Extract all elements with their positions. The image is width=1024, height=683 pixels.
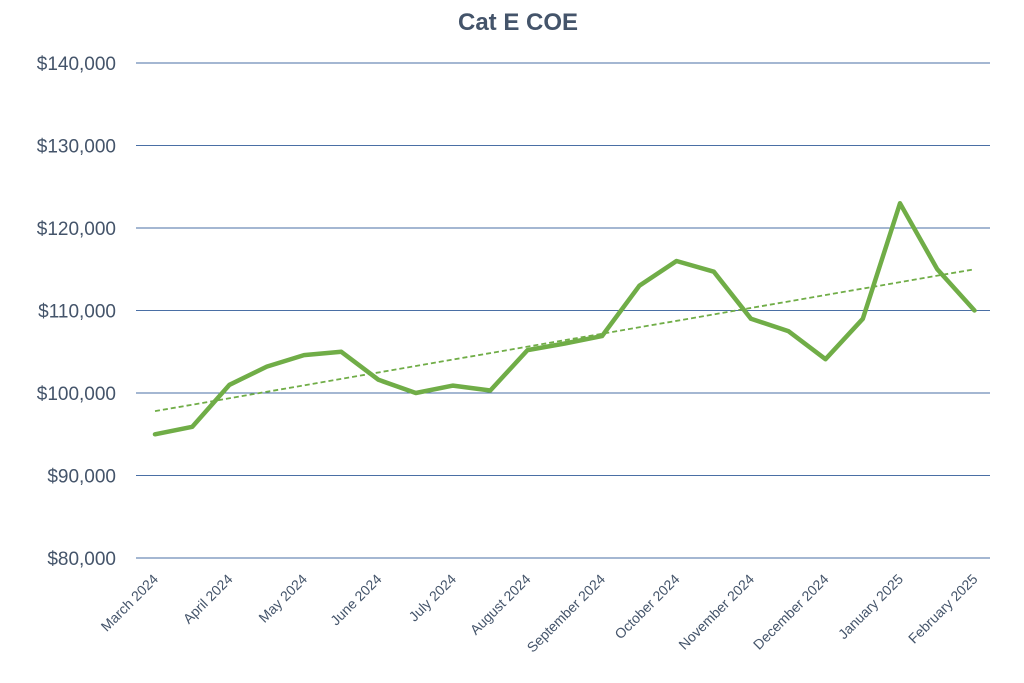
x-tick-label: February 2025: [905, 571, 981, 647]
y-tick-label: $130,000: [37, 137, 116, 158]
y-axis-ticks: $80,000 $90,000 $100,000 $110,000 $120,000 $1…: [37, 54, 116, 570]
trendline: [154, 268, 975, 413]
x-axis-ticks: March 2024 April 2024 May 2024 June 2024 Jul…: [98, 571, 981, 656]
x-tick-label: September 2024: [524, 571, 609, 656]
y-tick-label: $120,000: [37, 219, 116, 240]
x-tick-label: August 2024: [467, 571, 534, 638]
gridlines: [136, 62, 990, 559]
x-tick-label: May 2024: [255, 571, 310, 626]
x-tick-label: November 2024: [675, 571, 757, 653]
x-tick-label: March 2024: [98, 571, 162, 635]
series-line: [152, 201, 977, 437]
x-tick-label: July 2024: [405, 571, 459, 625]
y-tick-label: $90,000: [47, 467, 116, 488]
x-tick-label: June 2024: [327, 571, 385, 629]
x-tick-label: October 2024: [611, 571, 682, 642]
x-tick-label: January 2025: [835, 571, 906, 642]
series-layer: [152, 201, 977, 437]
x-tick-label: December 2024: [750, 571, 832, 653]
chart-title: Cat E COE: [458, 9, 578, 36]
y-tick-label: $140,000: [37, 54, 116, 75]
trendline-layer: [154, 268, 975, 413]
x-tick-label: April 2024: [180, 571, 236, 627]
y-tick-label: $100,000: [37, 384, 116, 405]
y-tick-label: $80,000: [47, 549, 116, 570]
y-tick-label: $110,000: [38, 302, 116, 323]
